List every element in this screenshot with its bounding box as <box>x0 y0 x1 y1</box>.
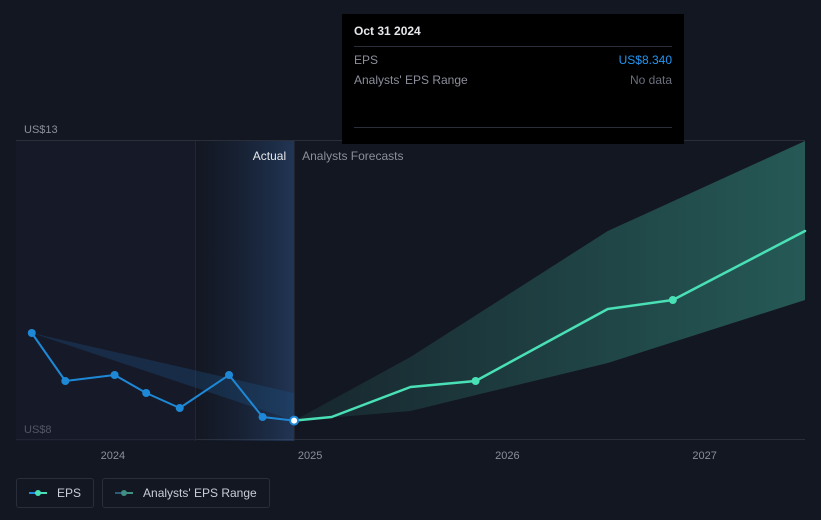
region-label-actual: Actual <box>253 149 286 163</box>
region-label-forecast: Analysts Forecasts <box>302 149 403 163</box>
legend-item-analysts-range[interactable]: Analysts' EPS Range <box>102 478 270 508</box>
legend-label: Analysts' EPS Range <box>143 486 257 500</box>
eps-chart-container: Oct 31 2024 EPS US$8.340 Analysts' EPS R… <box>0 0 821 520</box>
legend-label: EPS <box>57 486 81 500</box>
chart-legend: EPS Analysts' EPS Range <box>16 478 270 508</box>
chart-svg <box>16 141 805 441</box>
tooltip-row-range: Analysts' EPS Range No data <box>354 67 672 87</box>
chart-tooltip: Oct 31 2024 EPS US$8.340 Analysts' EPS R… <box>342 14 684 144</box>
legend-marker-icon <box>115 489 133 497</box>
x-axis-tick: 2027 <box>692 450 716 462</box>
tooltip-label: EPS <box>354 53 378 67</box>
y-axis-tick-top: US$13 <box>24 124 58 136</box>
tooltip-date: Oct 31 2024 <box>354 24 672 47</box>
tooltip-value: US$8.340 <box>619 53 672 67</box>
tooltip-row-eps: EPS US$8.340 <box>354 47 672 67</box>
tooltip-value: No data <box>630 73 672 87</box>
legend-item-eps[interactable]: EPS <box>16 478 94 508</box>
x-axis-tick: 2026 <box>495 450 519 462</box>
x-axis-tick: 2025 <box>298 450 322 462</box>
tooltip-divider <box>354 127 672 128</box>
chart-plot-area[interactable]: Actual Analysts Forecasts <box>16 140 805 440</box>
legend-marker-icon <box>29 489 47 497</box>
tooltip-label: Analysts' EPS Range <box>354 73 468 87</box>
x-axis-tick: 2024 <box>101 450 125 462</box>
